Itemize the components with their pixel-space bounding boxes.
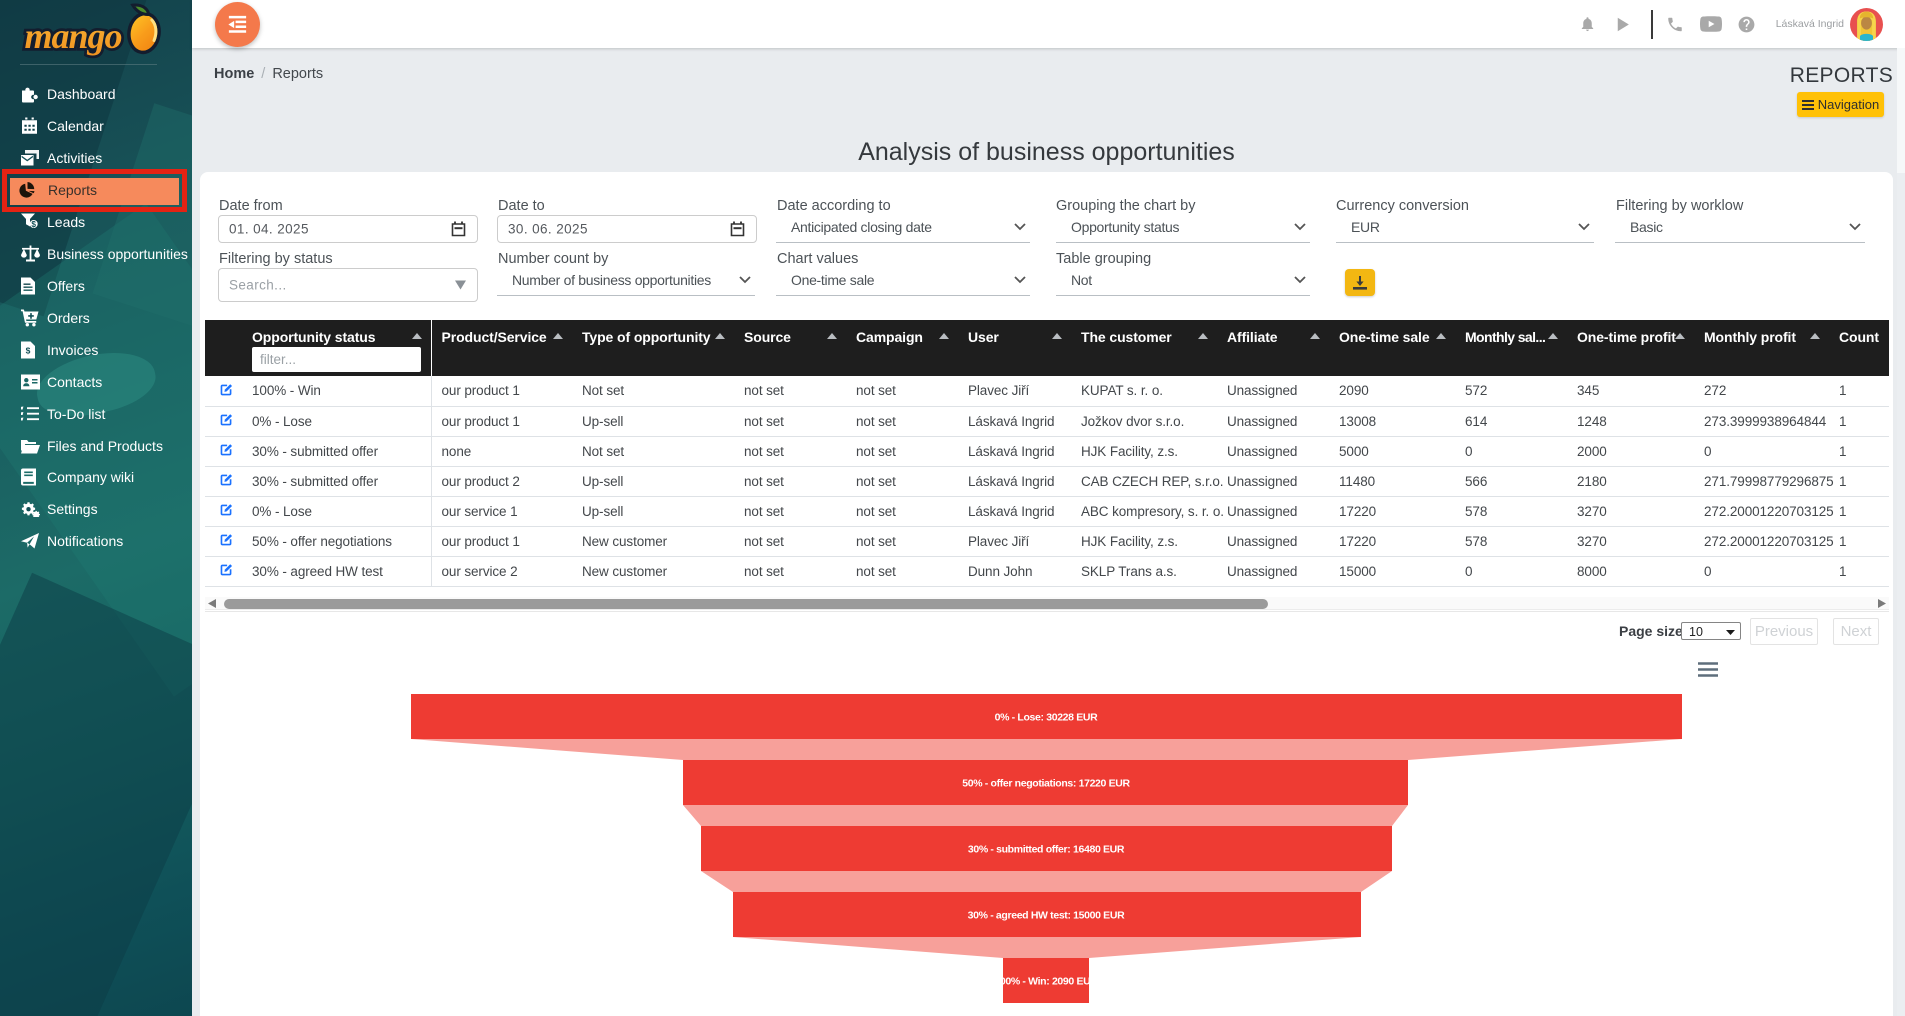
svg-text:50% - offer negotiations: 1722: 50% - offer negotiations: 17220 EUR [962, 778, 1130, 790]
svg-text:0% - Lose: 30228 EUR: 0% - Lose: 30228 EUR [995, 712, 1098, 724]
svg-text:$: $ [26, 346, 31, 356]
svg-text:30% - submitted offer: 16480 E: 30% - submitted offer: 16480 EUR [968, 844, 1125, 856]
svg-text:30% - agreed HW test: 15000 EU: 30% - agreed HW test: 15000 EUR [968, 910, 1125, 922]
svg-text:$: $ [31, 220, 36, 229]
svg-text:100% - Win: 2090 EUR: 100% - Win: 2090 EUR [994, 976, 1098, 988]
svg-text:mango: mango [24, 16, 121, 56]
